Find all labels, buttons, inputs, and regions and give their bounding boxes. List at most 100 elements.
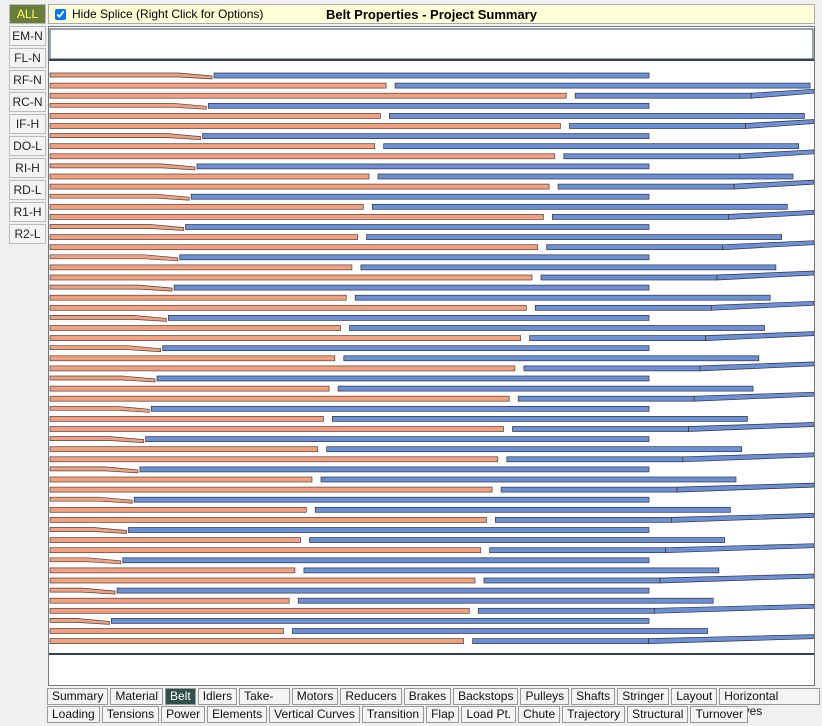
belt-strip [49, 163, 196, 171]
belt-strip [49, 567, 296, 574]
belt-strip [309, 537, 725, 543]
sidebar-button[interactable]: RI-H [9, 158, 46, 178]
tab[interactable]: Reducers [340, 688, 402, 705]
belt-strip [297, 597, 714, 604]
tab[interactable]: Take-up [239, 688, 290, 718]
tab[interactable]: Stringer [617, 688, 670, 705]
sidebar-button[interactable]: RC-N [9, 92, 46, 112]
belt-strip [563, 153, 741, 160]
belt-strip [699, 361, 815, 372]
tab[interactable]: Motors [291, 688, 339, 705]
belt-strip [168, 315, 650, 321]
belt-strip [332, 416, 748, 422]
tab[interactable]: Idlers [197, 688, 238, 705]
belt-strip [139, 466, 650, 473]
belt-strip [49, 294, 347, 301]
splice-box [49, 28, 814, 60]
tab[interactable]: Summary [47, 688, 109, 705]
tab[interactable]: Pulleys [520, 688, 570, 705]
sidebar-button[interactable]: R1-H [9, 202, 46, 222]
belt-strip [49, 234, 358, 240]
sidebar-button[interactable]: ALL [9, 4, 46, 24]
sidebar-button[interactable]: FL-N [9, 48, 46, 68]
belt-strip [49, 416, 324, 422]
belt-strip [49, 224, 184, 231]
belt-strip [49, 587, 116, 595]
belt-strip [49, 385, 330, 392]
belt-strip [49, 365, 516, 372]
header-bar: Hide Splice (Right Click for Options) Be… [48, 4, 815, 24]
tab[interactable]: Layout [671, 688, 718, 705]
belt-strip [523, 365, 701, 372]
belt-strip [196, 163, 650, 170]
belt-strip [495, 517, 672, 523]
belt-strip [722, 240, 815, 251]
belt-strip [150, 405, 650, 412]
belt-strip [49, 304, 527, 311]
belt-strip [739, 149, 815, 160]
belt-strip [394, 82, 811, 89]
belt-strip [682, 452, 815, 463]
tab[interactable]: Backstops [453, 688, 519, 705]
belt-strip [49, 254, 179, 262]
belt-diagram [49, 28, 815, 655]
tab[interactable]: Vertical Curves [269, 706, 360, 723]
belt-strip [49, 628, 284, 634]
sidebar-button[interactable]: EM-N [9, 26, 46, 46]
belt-strip [383, 143, 800, 150]
belt-strip [49, 527, 127, 534]
tab[interactable]: Load Pt. [461, 706, 517, 723]
belt-strip [49, 426, 504, 432]
belt-strip [49, 203, 364, 210]
belt-strip [569, 123, 746, 129]
belt-strip [49, 123, 561, 129]
belt-strip [716, 270, 815, 281]
tab[interactable]: Flap [426, 706, 460, 723]
belt-strip [653, 603, 815, 614]
belt-strip [705, 331, 815, 341]
tab[interactable]: Horizontal Curves [719, 688, 820, 718]
belt-strip [733, 179, 815, 190]
belt-strip [49, 325, 341, 331]
belt-strip [337, 385, 754, 392]
belt-strip [343, 355, 760, 362]
hide-splice-checkbox[interactable]: Hide Splice (Right Click for Options) [55, 7, 263, 21]
belt-strip [49, 355, 336, 362]
tab[interactable]: Trajectory [562, 706, 626, 723]
belt-strip [710, 300, 815, 311]
belt-strip [506, 456, 684, 463]
sidebar-button[interactable]: DO-L [9, 136, 46, 156]
belt-strip [49, 274, 533, 281]
tab[interactable]: Transition [361, 706, 425, 723]
sidebar-button[interactable]: RF-N [9, 70, 46, 90]
belt-strip [190, 193, 650, 200]
sidebar: ALL EM-N FL-N RF-N RC-N IF-H DO-L RI-H RD-L R1-H R… [9, 4, 46, 246]
sidebar-button[interactable]: IF-H [9, 114, 46, 134]
tab[interactable]: Shafts [571, 688, 616, 705]
belt-strip [377, 173, 794, 180]
tab[interactable]: Power [161, 706, 206, 723]
tab[interactable]: Loading [47, 706, 100, 723]
tab[interactable]: Elements [207, 706, 268, 723]
belt-strip [354, 294, 771, 301]
belt-strip [49, 466, 139, 474]
tab[interactable]: Brakes [403, 688, 452, 705]
belt-strip [213, 72, 650, 79]
tab[interactable]: Chute [518, 706, 561, 723]
belt-strip [49, 335, 521, 341]
tab[interactable]: Turnover [690, 706, 749, 723]
sidebar-button[interactable]: R2-L [9, 224, 46, 244]
checkbox[interactable] [55, 8, 66, 20]
belt-strip [49, 476, 313, 483]
belt-strip [693, 391, 815, 402]
belt-strip [145, 436, 650, 442]
tab[interactable]: Belt [165, 688, 196, 705]
sidebar-button[interactable]: RD-L [9, 180, 46, 200]
tab[interactable]: Tensions [101, 706, 160, 723]
tab[interactable]: Material [110, 688, 164, 705]
belt-strip [314, 506, 731, 513]
tab[interactable]: Structural [627, 706, 689, 723]
belt-strip [49, 517, 487, 523]
belt-strip [500, 486, 678, 493]
belt-strip [512, 426, 689, 432]
